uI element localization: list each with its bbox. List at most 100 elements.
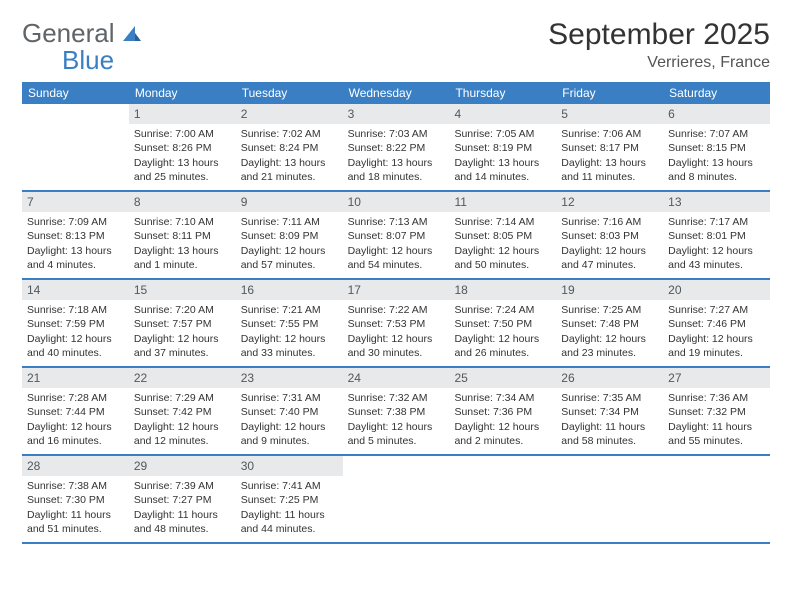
day-cell: 4Sunrise: 7:05 AMSunset: 8:19 PMDaylight… (449, 104, 556, 190)
daylight-text: and 9 minutes. (241, 434, 338, 448)
day-cell: 27Sunrise: 7:36 AMSunset: 7:32 PMDayligh… (663, 368, 770, 454)
day-number: 5 (556, 104, 663, 124)
daylight-text: Daylight: 12 hours (27, 332, 124, 346)
weekday-header: Saturday (663, 82, 770, 104)
day-number: 27 (663, 368, 770, 388)
day-number: 6 (663, 104, 770, 124)
daylight-text: Daylight: 12 hours (454, 420, 551, 434)
weekday-header: Thursday (449, 82, 556, 104)
daylight-text: and 40 minutes. (27, 346, 124, 360)
sunset-text: Sunset: 7:42 PM (134, 405, 231, 419)
day-number: 12 (556, 192, 663, 212)
sunrise-text: Sunrise: 7:13 AM (348, 215, 445, 229)
daylight-text: and 2 minutes. (454, 434, 551, 448)
daylight-text: and 44 minutes. (241, 522, 338, 536)
daylight-text: and 23 minutes. (561, 346, 658, 360)
day-cell: 1Sunrise: 7:00 AMSunset: 8:26 PMDaylight… (129, 104, 236, 190)
daylight-text: Daylight: 12 hours (134, 332, 231, 346)
daylight-text: Daylight: 11 hours (27, 508, 124, 522)
page-title: September 2025 (548, 18, 770, 52)
day-number: 8 (129, 192, 236, 212)
logo-sail-icon (121, 23, 143, 45)
day-cell: 8Sunrise: 7:10 AMSunset: 8:11 PMDaylight… (129, 192, 236, 278)
sunset-text: Sunset: 7:25 PM (241, 493, 338, 507)
day-cell: 5Sunrise: 7:06 AMSunset: 8:17 PMDaylight… (556, 104, 663, 190)
daylight-text: and 33 minutes. (241, 346, 338, 360)
sunrise-text: Sunrise: 7:20 AM (134, 303, 231, 317)
daylight-text: and 19 minutes. (668, 346, 765, 360)
empty-cell (343, 456, 450, 542)
daylight-text: and 11 minutes. (561, 170, 658, 184)
day-number: 21 (22, 368, 129, 388)
daylight-text: Daylight: 11 hours (668, 420, 765, 434)
day-cell: 2Sunrise: 7:02 AMSunset: 8:24 PMDaylight… (236, 104, 343, 190)
sunrise-text: Sunrise: 7:10 AM (134, 215, 231, 229)
sunrise-text: Sunrise: 7:34 AM (454, 391, 551, 405)
sunrise-text: Sunrise: 7:24 AM (454, 303, 551, 317)
day-number: 28 (22, 456, 129, 476)
sunrise-text: Sunrise: 7:21 AM (241, 303, 338, 317)
day-cell: 23Sunrise: 7:31 AMSunset: 7:40 PMDayligh… (236, 368, 343, 454)
day-cell: 28Sunrise: 7:38 AMSunset: 7:30 PMDayligh… (22, 456, 129, 542)
sunset-text: Sunset: 8:03 PM (561, 229, 658, 243)
day-number: 4 (449, 104, 556, 124)
daylight-text: and 5 minutes. (348, 434, 445, 448)
sunrise-text: Sunrise: 7:41 AM (241, 479, 338, 493)
day-cell: 26Sunrise: 7:35 AMSunset: 7:34 PMDayligh… (556, 368, 663, 454)
sunset-text: Sunset: 8:24 PM (241, 141, 338, 155)
daylight-text: and 50 minutes. (454, 258, 551, 272)
daylight-text: Daylight: 11 hours (561, 420, 658, 434)
sunrise-text: Sunrise: 7:02 AM (241, 127, 338, 141)
day-cell: 18Sunrise: 7:24 AMSunset: 7:50 PMDayligh… (449, 280, 556, 366)
week-row: 21 Sunrise: 7:28 AMSunset: 7:44 PM Dayligh… (22, 368, 770, 456)
day-cell: 14Sunrise: 7:18 AMSunset: 7:59 PMDayligh… (22, 280, 129, 366)
daylight-text: Daylight: 12 hours (241, 244, 338, 258)
sunrise-text: Sunrise: 7:28 AM (27, 391, 124, 405)
sunset-text: Sunset: 8:09 PM (241, 229, 338, 243)
day-number: 23 (236, 368, 343, 388)
daylight-text: Daylight: 12 hours (668, 332, 765, 346)
day-cell: 22Sunrise: 7:29 AMSunset: 7:42 PMDayligh… (129, 368, 236, 454)
empty-cell (449, 456, 556, 542)
daylight-text: and 21 minutes. (241, 170, 338, 184)
sunrise-text: Sunrise: 7:05 AM (454, 127, 551, 141)
sunset-text: Sunset: 7:50 PM (454, 317, 551, 331)
daylight-text: Daylight: 13 hours (27, 244, 124, 258)
day-cell: 9Sunrise: 7:11 AMSunset: 8:09 PMDaylight… (236, 192, 343, 278)
day-cell: 19Sunrise: 7:25 AMSunset: 7:48 PMDayligh… (556, 280, 663, 366)
daylight-text: and 12 minutes. (134, 434, 231, 448)
empty-cell (663, 456, 770, 542)
sunrise-text: Sunrise: 7:11 AM (241, 215, 338, 229)
day-cell: 21Sunrise: 7:28 AMSunset: 7:44 PMDayligh… (22, 368, 129, 454)
day-number: 2 (236, 104, 343, 124)
daylight-text: Daylight: 13 hours (668, 156, 765, 170)
sunrise-text: Sunrise: 7:00 AM (134, 127, 231, 141)
sunrise-text: Sunrise: 7:06 AM (561, 127, 658, 141)
daylight-text: and 37 minutes. (134, 346, 231, 360)
sunrise-text: Sunrise: 7:36 AM (668, 391, 765, 405)
sunset-text: Sunset: 7:53 PM (348, 317, 445, 331)
sunset-text: Sunset: 8:17 PM (561, 141, 658, 155)
day-number: 16 (236, 280, 343, 300)
daylight-text: Daylight: 12 hours (348, 332, 445, 346)
week-row: 28Sunrise: 7:38 AMSunset: 7:30 PMDayligh… (22, 456, 770, 544)
empty-cell (556, 456, 663, 542)
sunrise-text: Sunrise: 7:18 AM (27, 303, 124, 317)
sunset-text: Sunset: 7:34 PM (561, 405, 658, 419)
day-number: 7 (22, 192, 129, 212)
daylight-text: and 55 minutes. (668, 434, 765, 448)
sunset-text: Sunset: 7:44 PM (27, 405, 124, 419)
week-row: 1Sunrise: 7:00 AMSunset: 8:26 PMDaylight… (22, 104, 770, 192)
daylight-text: Daylight: 13 hours (134, 156, 231, 170)
daylight-text: Daylight: 12 hours (454, 244, 551, 258)
day-cell: 20Sunrise: 7:27 AMSunset: 7:46 PMDayligh… (663, 280, 770, 366)
weekday-header: Friday (556, 82, 663, 104)
daylight-text: and 26 minutes. (454, 346, 551, 360)
sunset-text: Sunset: 8:05 PM (454, 229, 551, 243)
daylight-text: and 1 minute. (134, 258, 231, 272)
calendar: SundayMondayTuesdayWednesdayThursdayFrid… (22, 82, 770, 544)
daylight-text: and 16 minutes. (27, 434, 124, 448)
daylight-text: and 8 minutes. (668, 170, 765, 184)
sunrise-text: Sunrise: 7:16 AM (561, 215, 658, 229)
day-cell: 12Sunrise: 7:16 AMSunset: 8:03 PMDayligh… (556, 192, 663, 278)
